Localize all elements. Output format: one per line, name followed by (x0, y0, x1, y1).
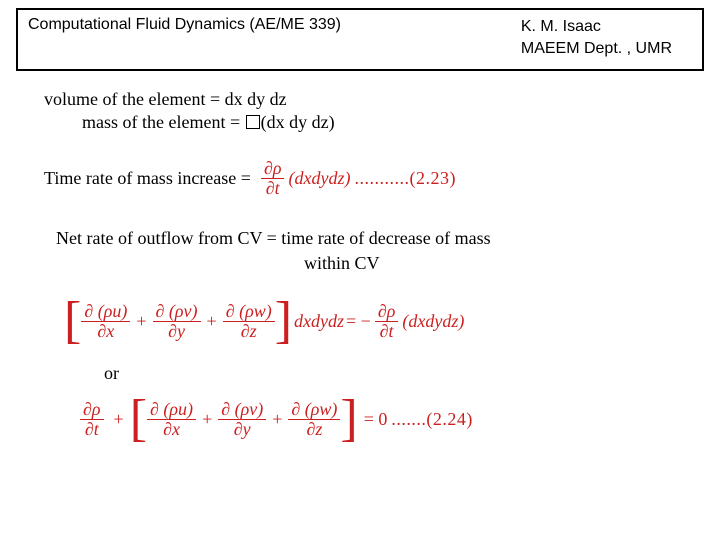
net-outflow-line1: Net rate of outflow from CV = time rate … (56, 226, 692, 251)
mass-line-suffix: (dx dy dz) (261, 112, 335, 132)
time-rate-row: Time rate of mass increase = ∂ρ ∂t (dxdy… (44, 159, 692, 198)
left-bracket2-icon: [ (130, 396, 147, 443)
eq224-lead-den: ∂t (82, 420, 102, 439)
author-dept: MAEEM Dept. , UMR (521, 38, 672, 60)
eq223-ref: ...........(2.23) (354, 168, 456, 189)
volume-line: volume of the element = dx dy dz (44, 89, 692, 110)
t2-num: ∂ (ρv) (153, 302, 201, 322)
outflow-dxdydz: dxdydz (294, 311, 344, 332)
eq224-terms: ∂ (ρu) ∂x + ∂ (ρv) ∂y + ∂ (ρw) ∂z (147, 400, 340, 439)
outflow-eqsign: = − (346, 311, 371, 332)
course-title: Computational Fluid Dynamics (AE/ME 339) (28, 16, 521, 34)
t2-den: ∂y (165, 322, 188, 341)
right-bracket-icon: ] (275, 298, 292, 345)
eq224-lead-num: ∂ρ (80, 400, 104, 420)
rhs-dxdydz: (dxdydz) (402, 311, 464, 332)
eq224-t2-den: ∂y (231, 420, 254, 439)
left-bracket-icon: [ (64, 298, 81, 345)
author-name: K. M. Isaac (521, 16, 672, 38)
rhs-den: ∂t (377, 322, 397, 341)
page-content: volume of the element = dx dy dz mass of… (0, 71, 720, 443)
eq224-t2-num: ∂ (ρv) (218, 400, 266, 420)
time-rate-label: Time rate of mass increase = (44, 168, 251, 189)
equation-outflow: [ ∂ (ρu) ∂x + ∂ (ρv) ∂y + ∂ (ρw) ∂z ] dx… (64, 298, 692, 345)
t1-num: ∂ (ρu) (81, 302, 130, 322)
eq224-rhs: = 0 (364, 409, 388, 430)
mass-line-prefix: mass of the element = (82, 112, 245, 132)
rhs-num: ∂ρ (375, 302, 399, 322)
t1-den: ∂x (94, 322, 117, 341)
eq224-ref: .......(2.24) (391, 409, 473, 430)
frac-num: ∂ρ (261, 159, 285, 179)
eq223-dxdydz: (dxdydz) (288, 168, 350, 189)
equation-2-23: ∂ρ ∂t (dxdydz) ...........(2.23) (261, 159, 456, 198)
or-label: or (104, 363, 692, 384)
author-block: K. M. Isaac MAEEM Dept. , UMR (521, 16, 692, 59)
net-outflow-text: Net rate of outflow from CV = time rate … (56, 226, 692, 276)
t3-den: ∂z (238, 322, 260, 341)
eq224-t3-num: ∂ (ρw) (288, 400, 340, 420)
frac-den: ∂t (263, 179, 283, 198)
rho-placeholder-icon (246, 115, 260, 129)
mass-line: mass of the element = (dx dy dz) (44, 112, 692, 133)
net-outflow-line2: within CV (56, 251, 692, 276)
outflow-terms: ∂ (ρu) ∂x + ∂ (ρv) ∂y + ∂ (ρw) ∂z (81, 302, 274, 341)
right-bracket2-icon: ] (340, 396, 357, 443)
eq224-t1-num: ∂ (ρu) (147, 400, 196, 420)
eq224-t3-den: ∂z (303, 420, 325, 439)
eq224-t1-den: ∂x (160, 420, 183, 439)
t3-num: ∂ (ρw) (223, 302, 275, 322)
header-box: Computational Fluid Dynamics (AE/ME 339)… (16, 8, 704, 71)
frac-drho-dt: ∂ρ ∂t (261, 159, 285, 198)
equation-2-24: ∂ρ ∂t + [ ∂ (ρu) ∂x + ∂ (ρv) ∂y + ∂ (ρw)… (80, 396, 692, 443)
